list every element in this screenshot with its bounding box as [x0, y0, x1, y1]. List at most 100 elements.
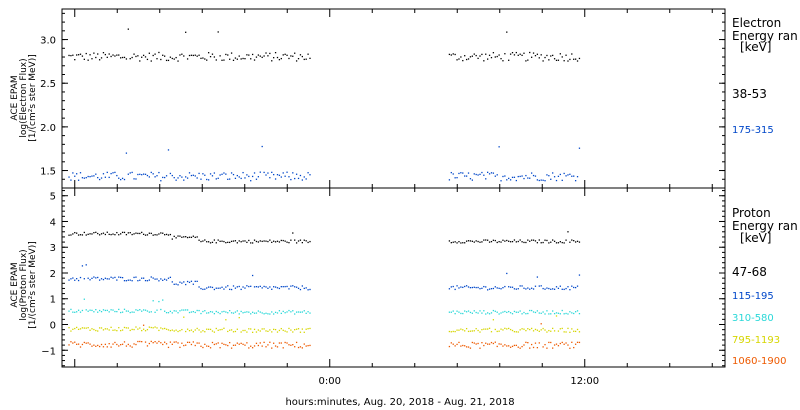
data-point [164, 234, 166, 236]
data-point [160, 327, 162, 329]
data-point [91, 309, 93, 312]
data-point [142, 277, 145, 279]
legend-795-1193: 795-1193 [732, 335, 780, 346]
data-point [198, 342, 200, 344]
data-point [150, 276, 152, 278]
data-point [265, 52, 267, 54]
data-point [196, 55, 198, 57]
data-point [506, 328, 508, 330]
data-point [171, 343, 173, 345]
data-point [70, 179, 72, 181]
data-point [97, 311, 99, 313]
data-point [299, 346, 302, 348]
data-point [234, 177, 237, 180]
data-point [240, 241, 242, 243]
data-point [230, 347, 233, 349]
data-point [162, 232, 164, 234]
data-point [225, 311, 227, 313]
data-point [548, 313, 550, 315]
series-115-195 [68, 264, 581, 291]
data-point [261, 240, 263, 243]
data-point [125, 310, 128, 312]
data-point [219, 174, 221, 176]
data-point [211, 330, 214, 332]
data-point [213, 56, 216, 58]
data-point [144, 341, 147, 343]
data-point [565, 342, 567, 344]
data-point [144, 330, 147, 332]
data-point [200, 345, 202, 347]
data-point [219, 240, 221, 242]
data-point [160, 278, 162, 280]
data-point [100, 278, 103, 280]
data-point [87, 175, 89, 178]
data-point [165, 175, 168, 177]
data-point [114, 310, 116, 313]
data-point [538, 285, 540, 287]
data-point [450, 171, 452, 174]
data-point [129, 345, 131, 347]
data-point [271, 60, 273, 62]
data-point [257, 344, 260, 347]
data-point [571, 175, 573, 177]
data-point [496, 55, 498, 58]
data-point [569, 331, 571, 333]
data-point [276, 312, 279, 314]
data-point [301, 311, 303, 313]
data-point [112, 54, 114, 56]
data-point [200, 240, 202, 243]
data-point [525, 60, 527, 62]
data-point [108, 311, 110, 313]
data-point [530, 239, 533, 241]
data-point [544, 343, 546, 346]
data-point [106, 56, 108, 59]
data-point [573, 286, 575, 289]
data-point [488, 173, 491, 175]
data-point [230, 288, 233, 291]
data-point [504, 327, 506, 330]
data-point [479, 288, 481, 290]
data-point [127, 28, 129, 30]
data-point [571, 328, 573, 330]
data-point [192, 341, 194, 343]
data-point [175, 341, 177, 343]
data-point [129, 232, 131, 234]
data-point [544, 56, 546, 59]
data-point [83, 278, 85, 280]
data-point [508, 327, 510, 330]
data-point [242, 343, 244, 345]
data-point [202, 240, 204, 242]
data-point [529, 240, 531, 242]
data-point [479, 331, 481, 333]
data-point [196, 327, 198, 330]
y-tick-label: 0 [50, 321, 56, 332]
data-point [292, 172, 294, 174]
data-point [517, 346, 519, 348]
proton-ylabel-line2: log(Proton Flux) [19, 249, 29, 320]
data-point [559, 241, 561, 243]
data-point [506, 311, 508, 314]
data-point [160, 308, 162, 311]
data-point [72, 342, 74, 344]
proton-ylabel-line3: [1/(cm²s ster MeV)] [28, 241, 38, 328]
data-point [204, 331, 206, 333]
data-point [542, 327, 544, 330]
y-tick-label: 2.5 [40, 79, 56, 90]
data-point [548, 242, 550, 244]
data-point [230, 312, 233, 314]
legend-1060-1900: 1060-1900 [732, 356, 787, 367]
data-point [230, 172, 233, 174]
data-point [223, 240, 225, 243]
data-point [557, 345, 560, 347]
data-point [167, 277, 170, 279]
data-point [112, 233, 114, 235]
data-point [527, 328, 529, 330]
data-point [98, 327, 101, 329]
data-point [83, 177, 85, 179]
data-point [179, 346, 181, 349]
data-point [473, 241, 475, 243]
data-point [135, 232, 137, 234]
data-point [127, 279, 129, 281]
data-point [190, 236, 193, 239]
data-point [508, 240, 510, 242]
